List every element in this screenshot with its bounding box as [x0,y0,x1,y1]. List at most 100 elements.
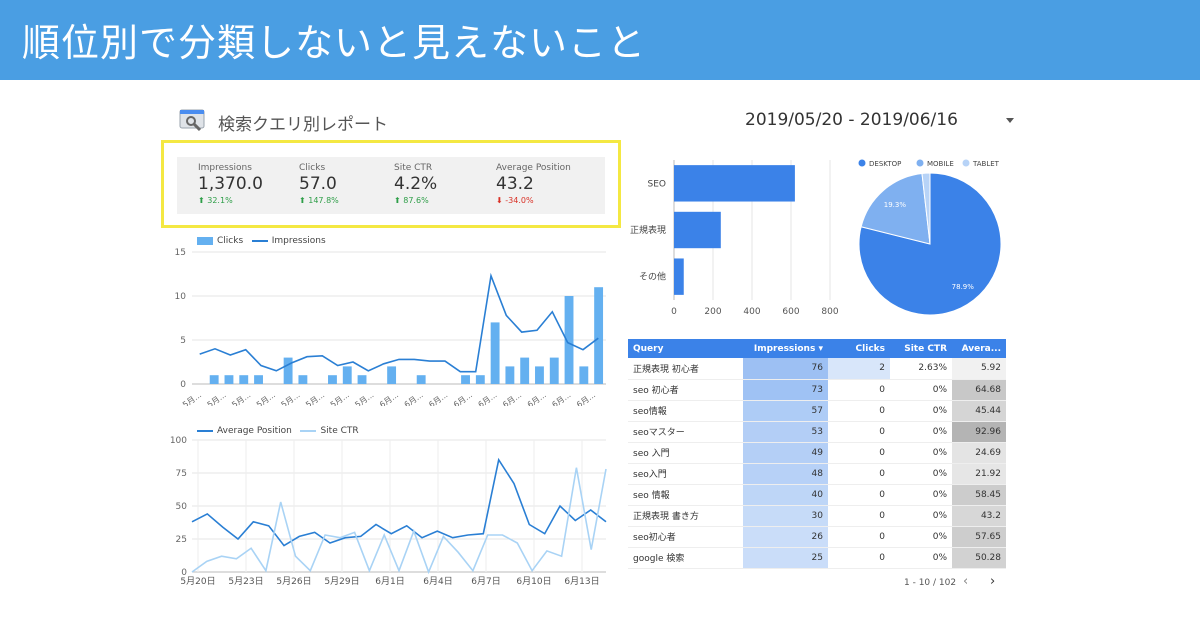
cell-clicks: 0 [828,505,890,527]
column-header-label: Impressions [753,343,816,354]
column-header-impressions[interactable]: Impressions ▾ [743,339,828,358]
clicks-bar [254,375,263,384]
x-tick-label: 5月26日 [276,576,311,587]
cell-clicks: 0 [828,463,890,485]
table-row[interactable]: seo初心者 26 0 0% 57.65 [628,526,1006,548]
clicks-bar [239,375,249,384]
chevron-left-icon[interactable]: ‹ [963,574,969,589]
metric-delta-value: 32.1% [207,196,233,205]
clicks-bar [549,357,559,384]
column-header-query[interactable]: Query [628,339,743,358]
scorecard-highlight [161,140,621,228]
x-tick-label: 800 [821,307,838,317]
cell-average-position: 50.28 [952,547,1006,569]
x-tick-label: 6月... [575,390,597,406]
table-row[interactable]: seo 情報 40 0 0% 58.45 [628,484,1006,506]
cell-impressions: 25 [743,547,828,569]
table-row[interactable]: 正規表現 初心者 76 2 2.63% 5.92 [628,358,1006,380]
cell-average-position: 21.92 [952,463,1006,485]
cell-site-ctr: 0% [890,421,952,443]
cell-site-ctr: 0% [890,400,952,422]
pie-label: 19.3% [884,201,907,209]
clicks-bar [594,287,604,384]
y-tick-label: 100 [170,436,187,446]
clicks-bar [564,296,574,384]
column-header-label: Clicks [855,343,885,354]
table-row[interactable]: seoマスター 53 0 0% 92.96 [628,421,1006,443]
x-tick-label: 6月13日 [564,576,599,587]
column-header-site-ctr[interactable]: Site CTR [890,339,952,358]
cell-query: seoマスター [628,421,743,443]
metric-value: 57.0 [299,174,337,194]
metric-label: Site CTR [394,163,433,173]
y-tick-label: 25 [176,535,187,545]
x-tick-label: 6月7日 [471,576,500,587]
pie-slice [921,172,931,245]
cell-query: seo 入門 [628,442,743,464]
x-tick-label: 5月... [206,390,228,406]
x-tick-label: 400 [743,307,760,317]
x-tick-label: 6月... [403,390,425,406]
cell-average-position: 24.69 [952,442,1006,464]
category-label: 正規表現 [630,224,666,236]
cell-query: seo入門 [628,463,743,485]
metric-site-ctr: Site CTR 4.2% ⬆ 87.6% [394,163,437,205]
cell-site-ctr: 0% [890,463,952,485]
cell-impressions: 53 [743,421,828,443]
metric-label: Average Position [496,163,571,173]
cell-impressions: 48 [743,463,828,485]
x-tick-label: 5月... [304,390,326,406]
y-tick-label: 50 [176,502,188,512]
metric-clicks: Clicks 57.0 ⬆ 147.8% [299,163,339,205]
cell-site-ctr: 0% [890,526,952,548]
search-console-icon [179,109,205,132]
table-row[interactable]: seo 入門 49 0 0% 24.69 [628,442,1006,464]
pagination-label: 1 - 10 / 102 [904,578,957,588]
cell-query: 正規表現 書き方 [628,505,743,527]
x-tick-label: 6月... [526,390,548,406]
cell-average-position: 58.45 [952,484,1006,506]
clicks-bar [475,375,485,384]
cell-clicks: 0 [828,547,890,569]
table-row[interactable]: seo入門 48 0 0% 21.92 [628,463,1006,485]
legend-label-impressions: Impressions [271,236,326,246]
cell-average-position: 43.2 [952,505,1006,527]
x-tick-label: 5月20日 [180,576,215,587]
column-header-clicks[interactable]: Clicks [828,339,890,358]
cell-site-ctr: 0% [890,547,952,569]
site-ctr-line [191,467,607,575]
table-row[interactable]: google 検索 25 0 0% 50.28 [628,547,1006,569]
column-header-label: Query [633,343,664,354]
cell-site-ctr: 0% [890,484,952,506]
clicks-bar [283,357,293,384]
x-tick-label: 5月... [181,390,203,406]
legend-label-clicks: Clicks [217,236,244,246]
legend-dot [962,159,970,167]
x-tick-label: 6月... [378,390,400,406]
x-tick-label: 5月... [280,390,302,406]
arrow-up-icon: ⬆ [299,196,306,205]
table-row[interactable]: seo 初心者 73 0 0% 64.68 [628,379,1006,401]
cell-impressions: 49 [743,442,828,464]
title-banner: 順位別で分類しないと見えないこと [0,0,1200,80]
category-label: その他 [639,271,666,283]
date-range-selector[interactable]: 2019/05/20 - 2019/06/16 [745,110,958,130]
table-row[interactable]: seo情報 57 0 0% 45.44 [628,400,1006,422]
metric-label: Clicks [299,163,326,173]
cell-query: seo初心者 [628,526,743,548]
cell-impressions: 30 [743,505,828,527]
chevron-right-icon[interactable]: › [990,574,996,589]
x-tick-label: 6月4日 [423,576,452,587]
x-tick-label: 6月... [452,390,474,406]
column-header-average-position[interactable]: Avera... [952,339,1006,358]
chevron-down-icon[interactable] [1006,118,1014,123]
x-tick-label: 5月... [353,390,375,406]
table-row[interactable]: 正規表現 書き方 30 0 0% 43.2 [628,505,1006,527]
metric-label: Impressions [198,163,252,173]
impressions-line [199,272,599,373]
metric-impressions: Impressions 1,370.0 ⬆ 32.1% [198,163,263,205]
cell-average-position: 57.65 [952,526,1006,548]
cell-clicks: 0 [828,442,890,464]
scorecard-panel: Impressions 1,370.0 ⬆ 32.1% Clicks 57.0 … [177,157,605,214]
x-tick-label: 5月23日 [228,576,263,587]
